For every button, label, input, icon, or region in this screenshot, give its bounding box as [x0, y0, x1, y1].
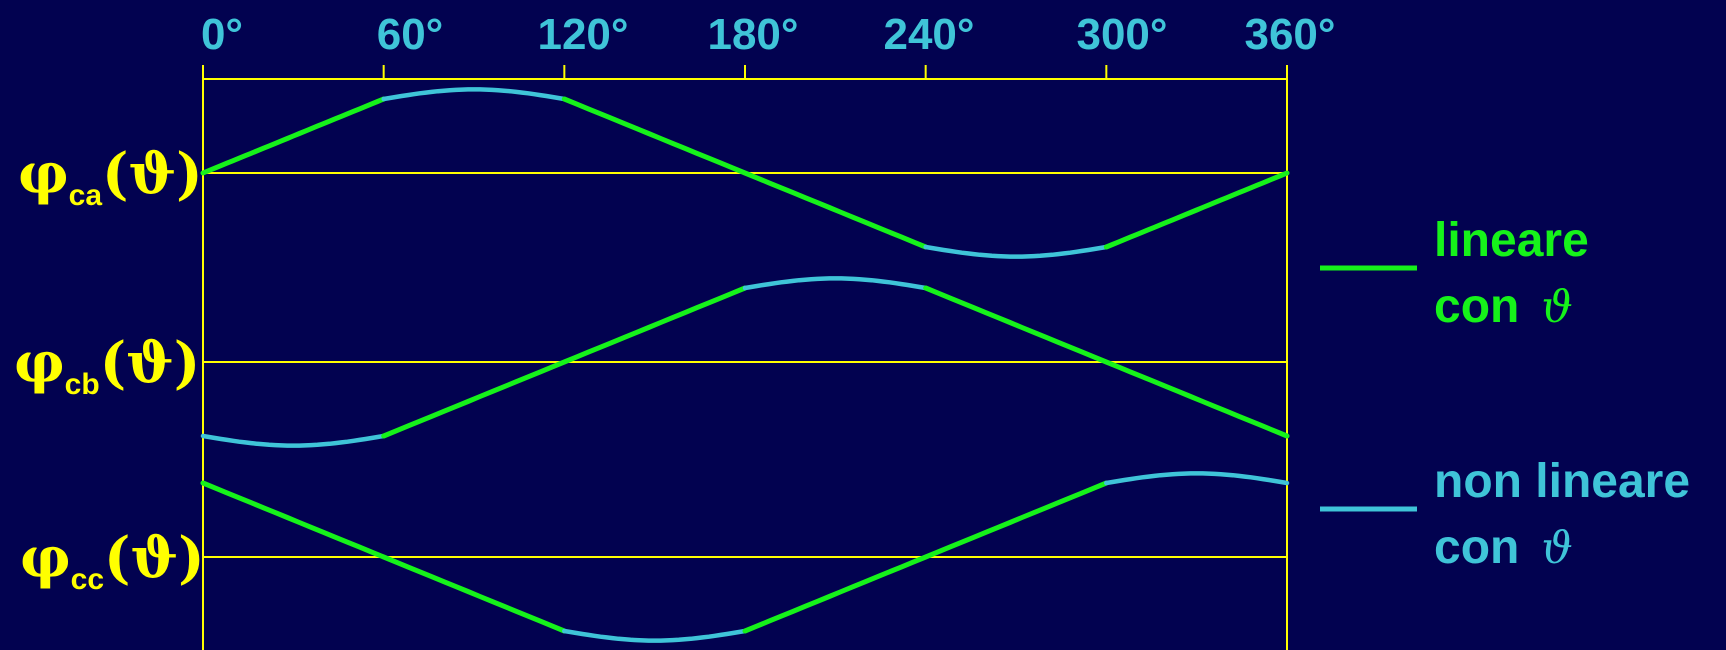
segment-nonlinear-cc-4 — [1104, 471, 1290, 486]
segment-linear-ca-3 — [561, 96, 929, 250]
row-label-argument: (ϑ) — [102, 141, 203, 207]
legend-label-theta: ϑ — [1541, 523, 1572, 574]
segment-linear-ca-5 — [1103, 170, 1290, 250]
segment-linear-cc-1 — [200, 480, 567, 634]
segment-linear-cc-3 — [742, 480, 1109, 634]
row-label-phi-cb: φcb(ϑ) — [14, 330, 200, 401]
row-label-subscript: ca — [69, 179, 103, 212]
legend-label-theta: ϑ — [1541, 282, 1572, 333]
segment-nonlinear-cb-3 — [742, 276, 928, 291]
segment-nonlinear-cb-1 — [200, 433, 386, 448]
row-label-symbol: φ — [14, 330, 65, 396]
legend-item-nonlinear: non lineare con ϑ — [1320, 455, 1690, 574]
row-label-subscript: cb — [65, 368, 100, 401]
row-label-phi-ca: φca(ϑ) — [18, 141, 203, 212]
legend-item-linear: lineare con ϑ — [1320, 214, 1589, 333]
curve-phi-cc — [200, 471, 1290, 643]
x-tick-label-300: 300° — [1076, 10, 1167, 59]
row-label-phi-cc: φcc(ϑ) — [20, 525, 205, 596]
segment-linear-cb-4 — [923, 285, 1290, 439]
segment-linear-cb-2 — [381, 285, 748, 439]
legend-label-line2: con ϑ — [1434, 521, 1573, 574]
x-tick-label-240: 240° — [883, 10, 974, 59]
legend-label-con: con — [1434, 521, 1519, 574]
row-label-symbol: φ — [20, 525, 71, 591]
x-tick-label-120: 120° — [537, 10, 628, 59]
x-tick-label-360: 360° — [1244, 10, 1335, 59]
legend-label-line2: con ϑ — [1434, 280, 1573, 333]
row-label-symbol: φ — [18, 141, 69, 207]
row-label-argument: (ϑ) — [100, 330, 201, 396]
curve-phi-cb — [200, 276, 1290, 448]
segment-nonlinear-ca-4 — [923, 244, 1109, 259]
curve-phi-ca — [200, 87, 1290, 259]
plot-frame — [202, 78, 1288, 650]
segment-nonlinear-ca-2 — [381, 87, 567, 102]
x-tick-label-180: 180° — [707, 10, 798, 59]
phase-curves — [200, 87, 1290, 643]
legend-label-line1: non lineare — [1434, 455, 1690, 508]
legend-label-line1: lineare — [1434, 214, 1589, 267]
x-tick-label-0: 0° — [201, 10, 243, 59]
row-label-subscript: cc — [71, 563, 104, 596]
x-tick-label-60: 60° — [377, 10, 444, 59]
segment-nonlinear-cc-2 — [562, 628, 748, 643]
segment-linear-ca-1 — [200, 96, 387, 176]
legend-label-con: con — [1434, 280, 1519, 333]
x-axis-ticks: 0° 60° 120° 180° 240° 300° 360° — [201, 10, 1336, 79]
row-label-argument: (ϑ) — [104, 525, 205, 591]
row-labels: φca(ϑ)φcb(ϑ)φcc(ϑ) — [14, 141, 205, 596]
